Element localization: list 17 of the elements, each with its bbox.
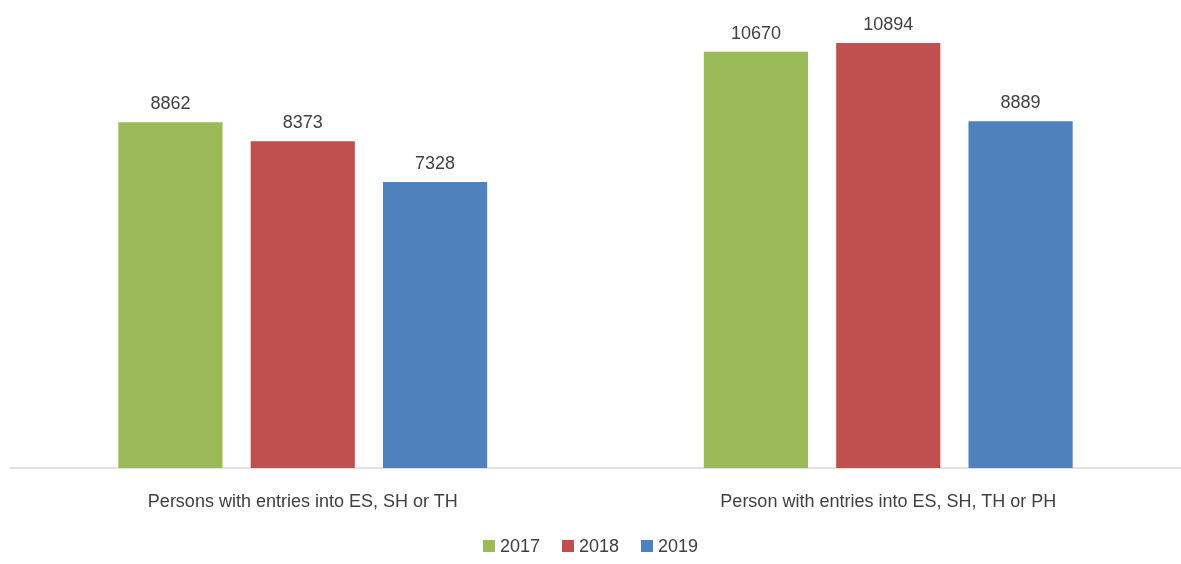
data-label: 8889 bbox=[1000, 92, 1041, 113]
bar bbox=[250, 141, 355, 468]
legend-label: 2019 bbox=[658, 536, 699, 556]
x-tick-label: Person with entries into ES, SH, TH or PH bbox=[720, 491, 1057, 511]
x-tick-label: Persons with entries into ES, SH or TH bbox=[147, 491, 458, 511]
data-label: 10670 bbox=[730, 22, 781, 43]
bar bbox=[836, 43, 941, 468]
bar bbox=[703, 51, 809, 468]
bar bbox=[968, 121, 1073, 468]
data-label: 8862 bbox=[150, 93, 191, 114]
data-label: 10894 bbox=[863, 14, 914, 34]
data-label: 7328 bbox=[415, 153, 456, 174]
legend-label: 2018 bbox=[578, 536, 620, 556]
data-label: 8373 bbox=[282, 112, 323, 133]
legend-label: 2017 bbox=[499, 536, 540, 556]
bar bbox=[382, 182, 488, 468]
bar bbox=[118, 122, 223, 468]
